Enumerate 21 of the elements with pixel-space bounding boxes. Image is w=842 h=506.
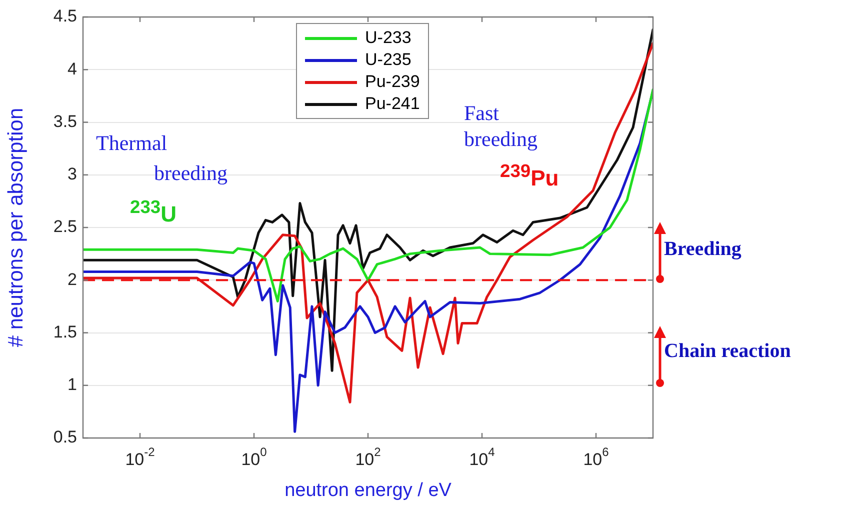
legend-label: U-233 [365, 28, 412, 48]
annotation: Thermal breeding [96, 130, 228, 187]
text: Chain reaction [664, 340, 792, 363]
y-tick-label: 2.5 [53, 217, 77, 236]
y-tick-label: 4.5 [53, 6, 77, 26]
annotation: $^{233}$U [130, 196, 178, 228]
legend-label: U-235 [365, 50, 412, 70]
legend-label: Pu-239 [365, 72, 420, 92]
text: Breeding [664, 238, 742, 261]
y-tick-label: 3.5 [53, 112, 77, 131]
y-tick-label: 1.5 [53, 322, 77, 342]
annotation: Fast breeding [464, 100, 538, 152]
y-tick-label: 0.5 [53, 428, 77, 447]
y-tick-label: 2 [68, 270, 77, 289]
legend-label: Pu-241 [365, 94, 420, 114]
y-tick-label: 1 [68, 375, 77, 394]
x-axis-title: neutron energy / eV [284, 480, 452, 501]
annotation: $^{239}$Pu [500, 160, 560, 192]
y-tick-label: 3 [68, 164, 77, 184]
y-axis-title: # neutrons per absorption [4, 108, 28, 348]
y-tick-label: 4 [68, 59, 77, 78]
